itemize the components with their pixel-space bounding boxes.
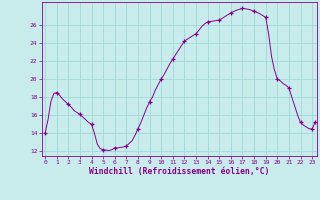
X-axis label: Windchill (Refroidissement éolien,°C): Windchill (Refroidissement éolien,°C) — [89, 167, 269, 176]
